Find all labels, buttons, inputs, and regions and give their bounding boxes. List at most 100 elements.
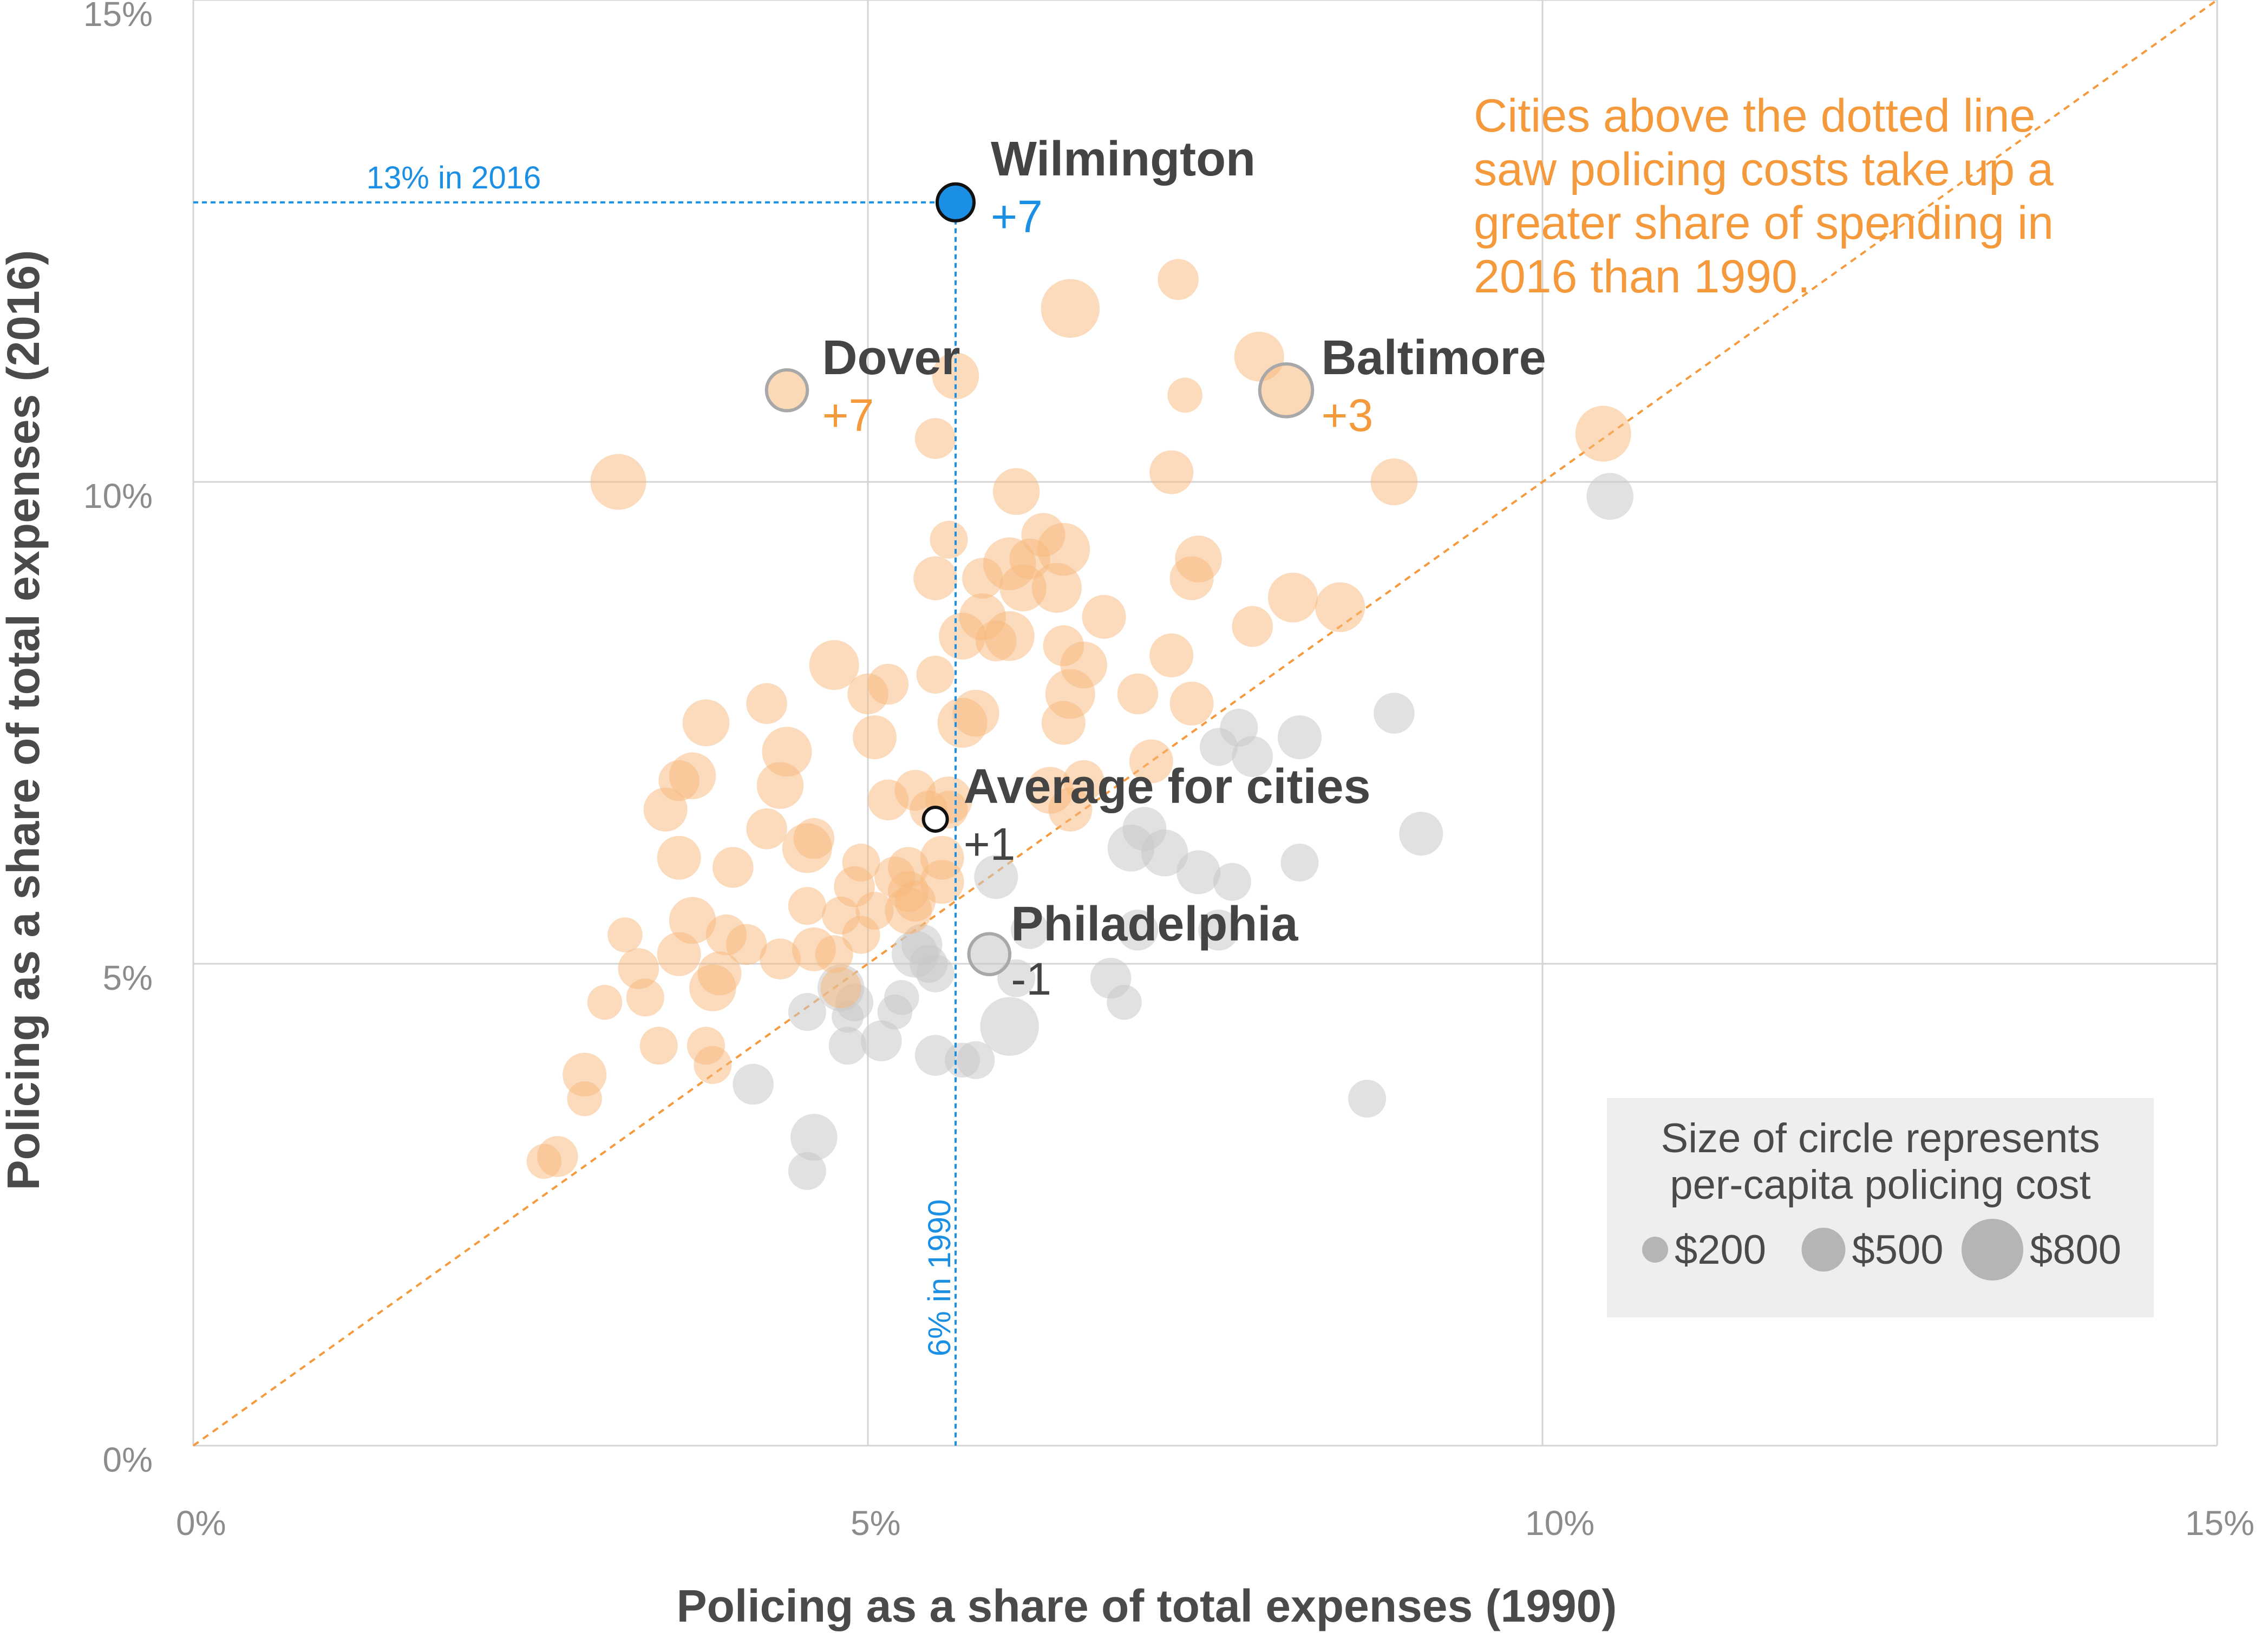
data-point-above	[567, 1081, 602, 1116]
data-point-above	[809, 640, 859, 690]
data-point-above	[657, 932, 701, 976]
data-point-above	[1267, 572, 1318, 623]
data-point-above	[788, 887, 826, 925]
highlight-point	[1258, 362, 1315, 419]
data-point-above	[657, 835, 701, 880]
data-point-below	[1141, 829, 1188, 877]
data-point-above	[1031, 563, 1082, 613]
data-point-above	[847, 673, 888, 715]
data-point-above	[842, 916, 880, 954]
data-point-below	[733, 1063, 774, 1105]
data-point-above	[1037, 522, 1090, 576]
city-delta-label: +7	[822, 390, 874, 441]
data-point-above	[782, 823, 832, 873]
x-tick-label: 5%	[851, 1504, 901, 1543]
data-point-below	[1198, 909, 1239, 951]
data-points	[526, 259, 1633, 1190]
data-point-above	[746, 808, 787, 850]
data-point-above	[1575, 406, 1631, 462]
data-point-above	[682, 699, 730, 747]
data-point-below	[1348, 1080, 1387, 1118]
data-point-below	[1199, 728, 1238, 766]
highlight-point	[921, 806, 949, 833]
city-label: Philadelphia	[1011, 897, 1298, 951]
data-point-above	[1370, 458, 1418, 506]
data-point-above	[930, 520, 968, 559]
data-point-above	[1149, 450, 1194, 494]
legend-label: $500	[1852, 1227, 1944, 1273]
data-point-below	[828, 1027, 867, 1065]
data-point-above	[939, 612, 986, 660]
data-point-below	[910, 945, 948, 983]
annotation-line: 2016 than 1990.	[1474, 251, 1811, 303]
y-tick-label: 0%	[103, 1440, 153, 1479]
data-point-below	[1011, 911, 1049, 949]
data-point-below	[1586, 473, 1633, 520]
data-point-below	[945, 1042, 980, 1078]
highlight-point	[764, 368, 809, 413]
legend-circle	[1962, 1219, 2023, 1281]
y-tick-label: 5%	[103, 958, 153, 997]
data-point-above	[726, 924, 767, 965]
legend-title: Size of circle represents	[1661, 1115, 2100, 1161]
data-point-below	[1280, 844, 1319, 882]
city-delta-label: +3	[1322, 390, 1374, 441]
reference-lines: 13% in 2016 6% in 1990	[193, 160, 957, 1446]
legend-label: $800	[2030, 1227, 2121, 1273]
diagonal-parity-line	[192, 0, 2218, 1447]
legend-circle	[1642, 1237, 1668, 1263]
annotation-line: saw policing costs take up a	[1474, 143, 2054, 195]
data-point-above	[694, 1046, 732, 1084]
city-label: Dover	[822, 331, 960, 385]
data-point-above	[689, 964, 736, 1011]
data-point-above	[639, 1027, 678, 1065]
data-point-above	[1169, 681, 1214, 726]
data-point-below	[1213, 863, 1251, 901]
data-point-above	[975, 620, 1017, 662]
y-tick-label: 15%	[83, 0, 153, 34]
data-point-above	[1158, 259, 1199, 300]
city-label: Average for cities	[964, 760, 1371, 814]
city-delta-label: +7	[991, 191, 1043, 242]
legend-box	[1607, 1098, 2154, 1317]
data-point-above	[587, 984, 623, 1020]
data-point-above	[815, 935, 853, 974]
data-point-above	[1129, 739, 1173, 783]
reference-label-2016: 13% in 2016	[367, 160, 541, 195]
data-point-above	[1048, 787, 1093, 832]
x-axis-title: Policing as a share of total expenses (1…	[677, 1580, 1617, 1631]
data-point-below	[997, 959, 1036, 997]
legend-label: $200	[1675, 1227, 1766, 1273]
legend-circle	[1801, 1227, 1846, 1272]
y-axis-title: Policing as a share of total expenses (2…	[0, 250, 49, 1191]
data-point-above	[590, 454, 646, 510]
city-label: Wilmington	[991, 132, 1256, 186]
data-point-above	[852, 715, 897, 760]
data-point-above	[526, 1144, 562, 1179]
data-point-below	[1374, 693, 1415, 734]
data-point-above	[1117, 673, 1159, 715]
data-point-above	[1041, 701, 1086, 745]
data-point-above	[914, 418, 956, 459]
data-point-above	[643, 787, 688, 832]
data-point-above	[756, 762, 804, 809]
data-point-above	[607, 917, 643, 952]
data-point-below	[877, 994, 913, 1030]
data-point-below	[790, 1114, 838, 1161]
data-point-below	[914, 1035, 956, 1076]
data-point-below	[1399, 812, 1443, 856]
data-point-above	[913, 556, 958, 600]
data-point-above	[760, 938, 801, 979]
data-point-below	[788, 993, 826, 1031]
legend-title: per-capita policing cost	[1670, 1162, 2090, 1208]
data-point-above	[992, 468, 1040, 515]
data-point-above	[1169, 556, 1214, 600]
data-point-above	[1232, 606, 1273, 647]
city-delta-label: +1	[964, 819, 1016, 870]
data-point-above	[999, 564, 1047, 612]
annotation-line: Cities above the dotted line	[1474, 90, 2035, 142]
data-point-above	[1041, 279, 1100, 338]
axis-ticks: 0% 5% 10% 15% 0% 5% 10% 15%	[83, 0, 2254, 1543]
city-label: Baltimore	[1322, 331, 1546, 385]
